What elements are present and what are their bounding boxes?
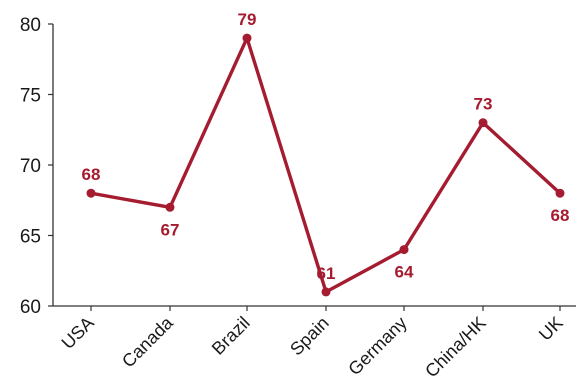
data-labels: 68 67 79 61 64 73 68 (82, 10, 570, 283)
data-label-usa: 68 (82, 165, 101, 184)
x-label-usa: USA (58, 313, 98, 353)
data-label-uk: 68 (551, 206, 570, 225)
data-series (86, 33, 565, 297)
data-label-germany: 64 (395, 263, 414, 282)
point-canada (165, 202, 175, 212)
y-tick-label-65: 65 (20, 227, 41, 248)
y-tick-label-80: 80 (20, 15, 41, 36)
point-germany (399, 245, 409, 255)
data-label-brazil: 79 (238, 10, 257, 29)
point-uk (555, 188, 565, 198)
data-label-spain: 61 (317, 264, 336, 283)
x-label-china-hk: China/HK (421, 313, 490, 382)
point-usa (86, 188, 96, 198)
x-label-canada: Canada (118, 312, 177, 371)
axes (52, 24, 576, 307)
x-ticks: USA Canada Brazil Spain Germany China/HK UK (58, 306, 567, 381)
point-spain (321, 287, 331, 297)
y-tick-label-60: 60 (20, 297, 41, 318)
data-label-china-hk: 73 (474, 95, 493, 114)
series-line (90, 36, 562, 294)
y-tick-label-75: 75 (20, 86, 41, 107)
point-china-hk (478, 118, 488, 128)
data-label-canada: 67 (161, 220, 180, 239)
y-ticks: 60 65 70 75 80 (20, 15, 53, 318)
x-label-brazil: Brazil (208, 313, 254, 359)
x-label-spain: Spain (286, 313, 333, 360)
x-label-germany: Germany (344, 313, 410, 379)
x-label-uk: UK (535, 313, 567, 345)
y-tick-label-70: 70 (20, 156, 41, 177)
point-brazil (242, 33, 252, 43)
